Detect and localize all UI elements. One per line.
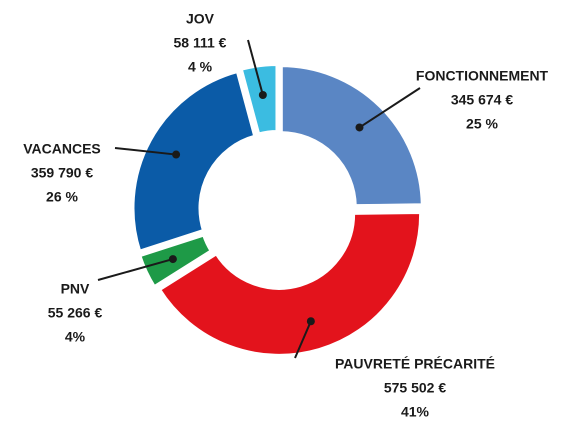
leader-line [114, 147, 177, 156]
leader-line [294, 320, 312, 359]
value-label: 55 266 € [48, 305, 103, 321]
value-label: 359 790 € [31, 165, 93, 181]
slice-label: PAUVRETÉ PRÉCARITÉ [335, 356, 495, 372]
leader-dot [306, 317, 315, 326]
slice-label: PNV [61, 281, 90, 297]
leader-dot [172, 150, 181, 159]
leader-line [247, 39, 264, 96]
donut-segment [238, 62, 280, 138]
share-label: 41% [401, 404, 430, 420]
share-label: 26 % [46, 189, 78, 205]
donut-segment [278, 63, 425, 209]
value-label: 58 111 € [174, 35, 227, 51]
share-label: 4% [65, 329, 86, 345]
value-label: 345 674 € [451, 92, 513, 108]
donut-segment [156, 209, 424, 358]
share-label: 25 % [466, 116, 498, 132]
leader-dot [258, 90, 267, 99]
slice-label: JOV [186, 11, 215, 27]
leader-dot [168, 255, 177, 264]
slice-label: FONCTIONNEMENT [416, 68, 549, 84]
slice-label: VACANCES [23, 141, 101, 157]
leader-line [358, 87, 421, 129]
leader-line [97, 258, 174, 281]
share-label: 4 % [188, 59, 213, 75]
value-label: 575 502 € [384, 380, 446, 396]
donut-segment [130, 68, 258, 255]
leader-dot [355, 123, 364, 132]
